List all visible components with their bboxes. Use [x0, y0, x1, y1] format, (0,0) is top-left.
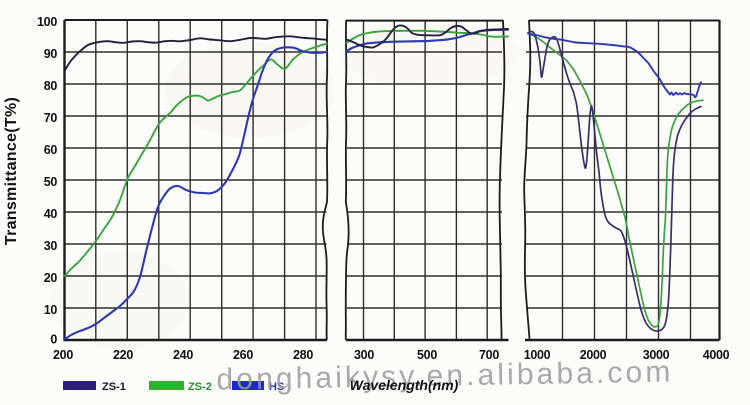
svg-text:100: 100 — [37, 15, 57, 29]
svg-text:60: 60 — [44, 143, 58, 157]
svg-text:200: 200 — [53, 348, 73, 362]
svg-text:80: 80 — [44, 79, 58, 93]
svg-text:10: 10 — [44, 303, 58, 317]
svg-text:2000: 2000 — [580, 348, 607, 362]
svg-text:220: 220 — [113, 348, 133, 362]
svg-text:90: 90 — [44, 47, 58, 61]
svg-text:260: 260 — [233, 348, 253, 362]
svg-text:ZS-2: ZS-2 — [188, 381, 212, 393]
svg-text:280: 280 — [293, 348, 313, 362]
svg-text:70: 70 — [44, 111, 58, 125]
svg-text:4000: 4000 — [703, 348, 730, 362]
svg-text:0: 0 — [50, 333, 57, 347]
svg-text:donghaikysy.en.alibaba.com: donghaikysy.en.alibaba.com — [216, 356, 673, 397]
svg-text:240: 240 — [173, 348, 193, 362]
svg-text:Wavelength(nm): Wavelength(nm) — [350, 377, 459, 393]
svg-text:3000: 3000 — [643, 348, 670, 362]
svg-text:50: 50 — [44, 175, 58, 189]
svg-text:40: 40 — [44, 207, 58, 221]
svg-text:HS: HS — [269, 381, 284, 393]
svg-text:Transmittance(T%): Transmittance(T%) — [3, 97, 20, 245]
svg-text:20: 20 — [44, 271, 58, 285]
svg-text:1000: 1000 — [524, 348, 551, 362]
svg-text:700: 700 — [479, 348, 499, 362]
svg-text:300: 300 — [354, 348, 374, 362]
svg-text:500: 500 — [417, 348, 437, 362]
svg-text:ZS-1: ZS-1 — [102, 381, 126, 393]
svg-text:30: 30 — [44, 239, 58, 253]
